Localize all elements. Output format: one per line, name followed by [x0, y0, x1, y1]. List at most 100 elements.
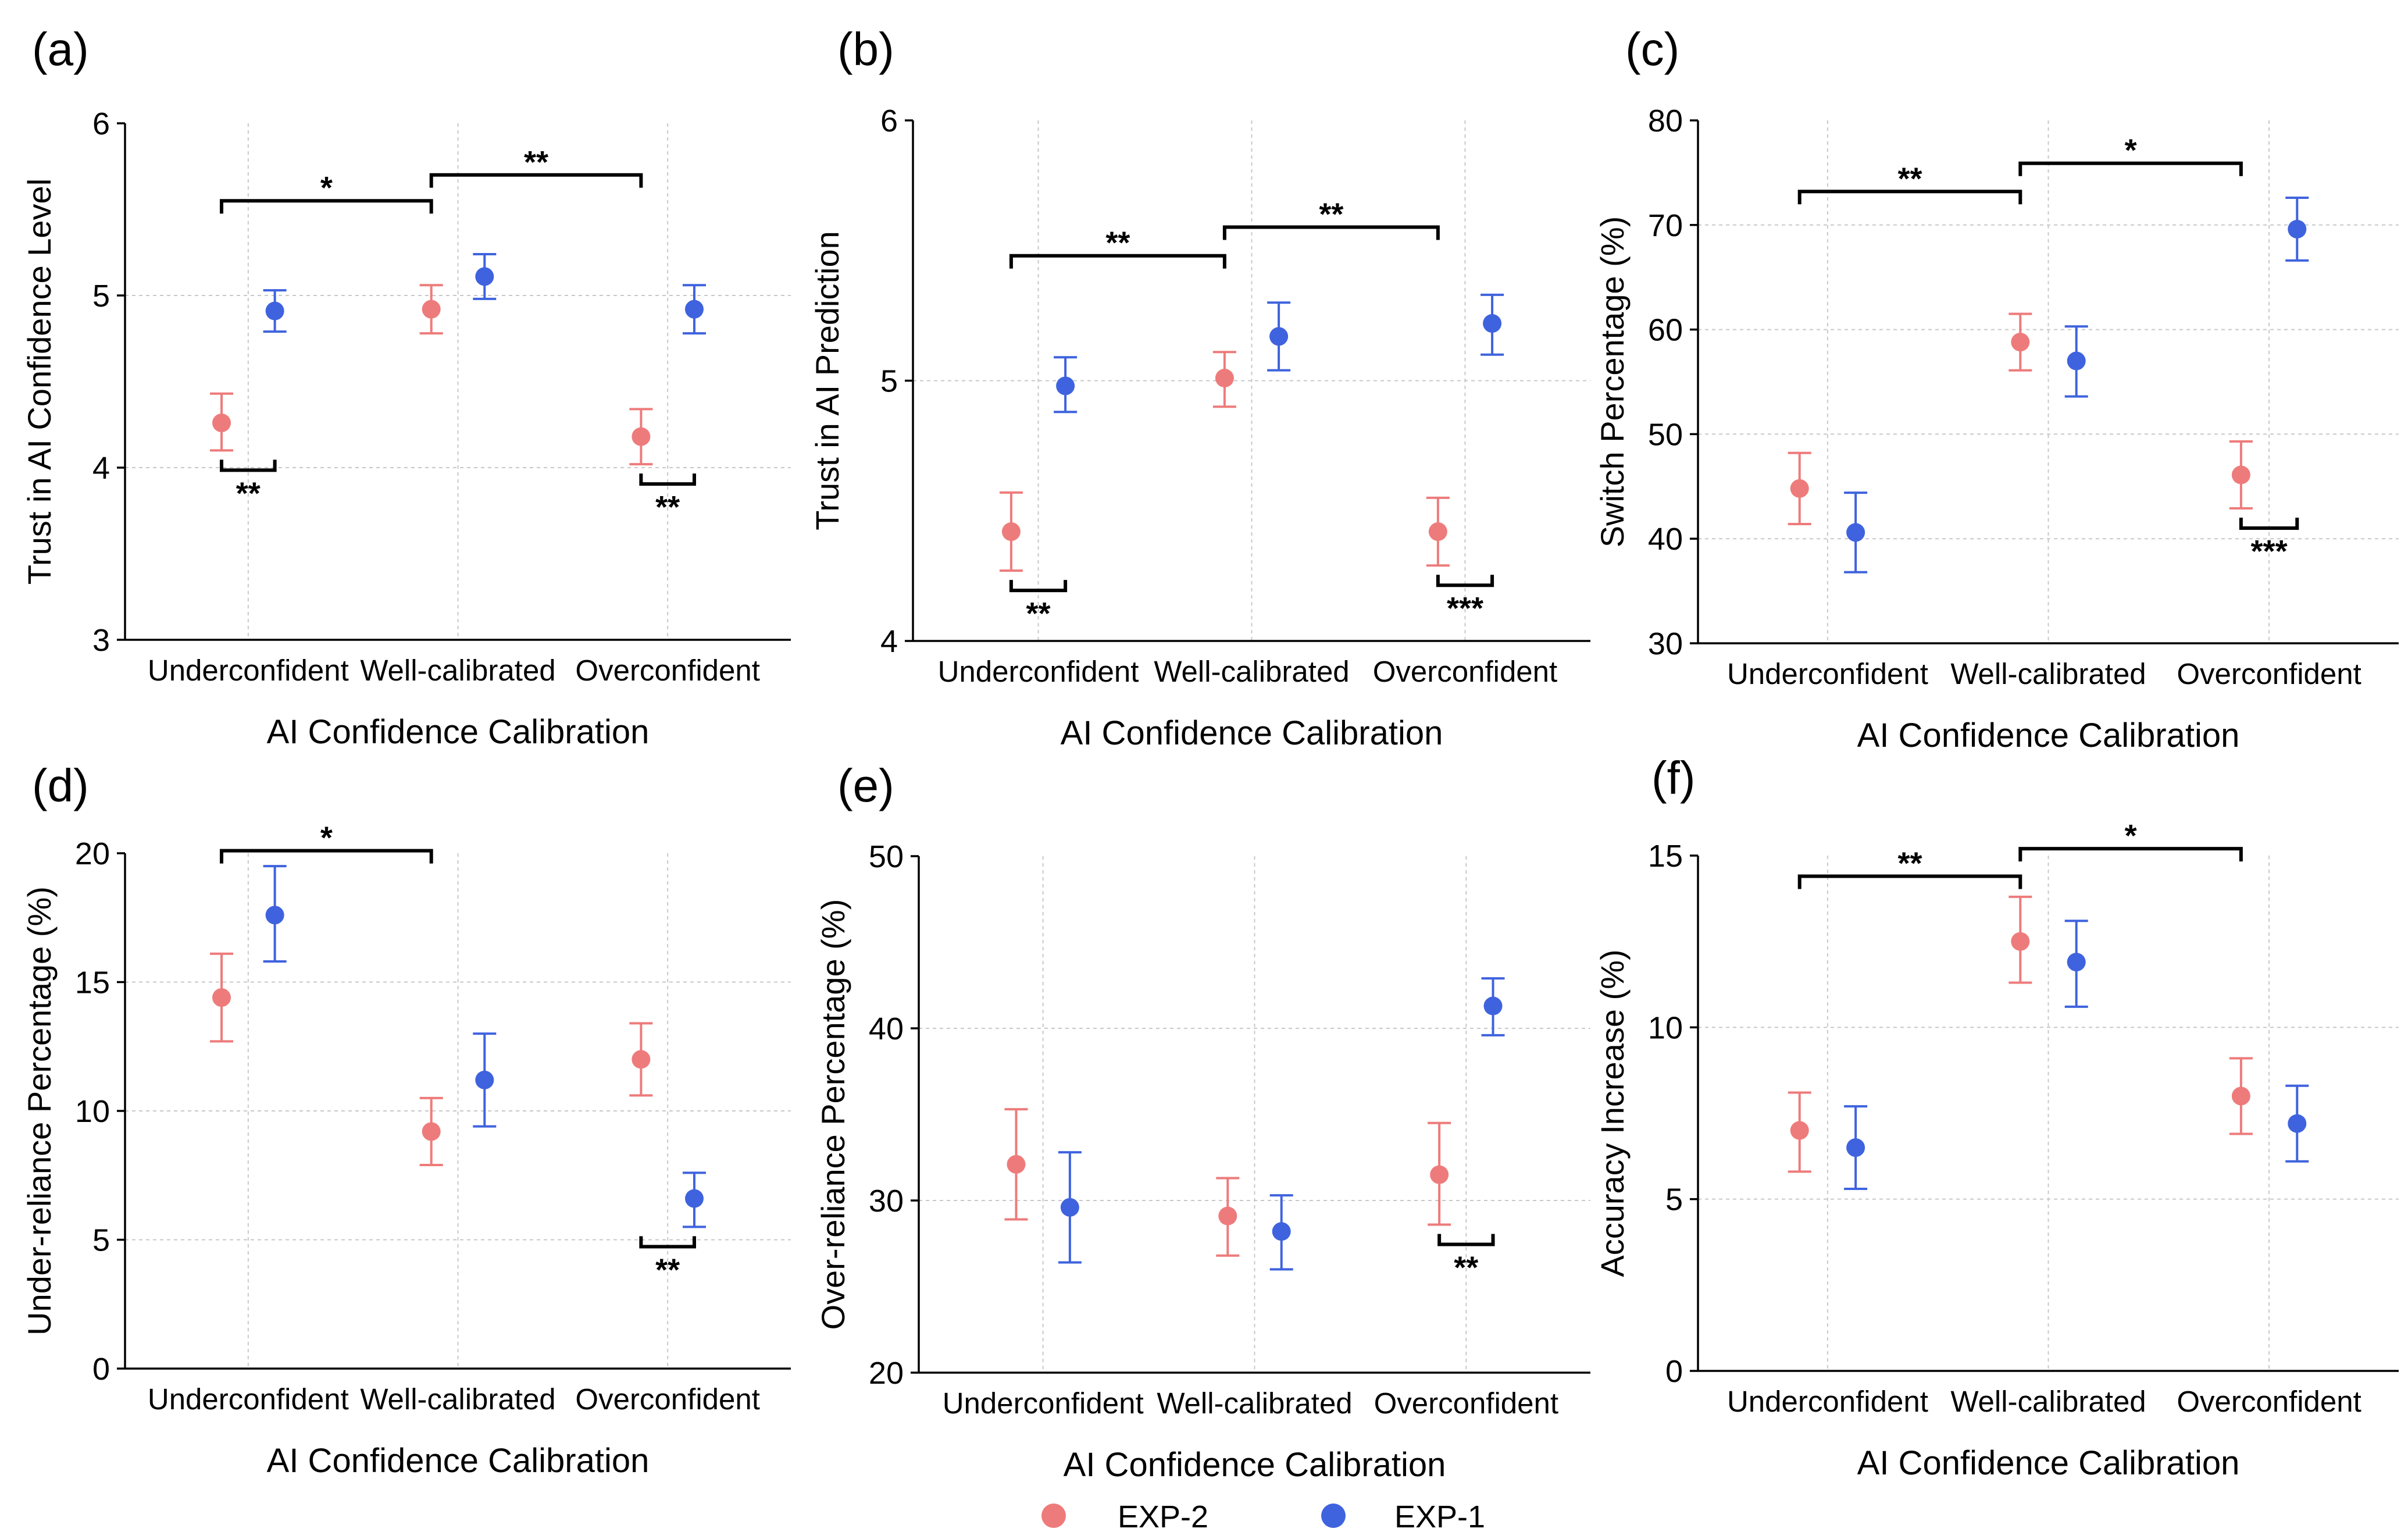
data-point-exp-2-underconfident: [210, 392, 234, 452]
panel-e: (e) 20 30 40 50 Underconfident Well-calibrated…: [815, 760, 1590, 1484]
y-tick-label: 15: [75, 966, 110, 1000]
panel-d: (d) 0 5 10 15 20 Underconfident Well-calibrated…: [21, 760, 791, 1480]
y-tick-label: 6: [880, 104, 898, 138]
y-tick-label: 80: [1648, 104, 1683, 138]
data-point-exp-1-well-calibrated: [473, 1032, 497, 1128]
significance-bracket: **: [429, 145, 643, 188]
marker: [422, 300, 441, 319]
marker: [2011, 333, 2030, 352]
significance-bracket-within: **: [639, 1236, 696, 1287]
marker: [475, 267, 494, 286]
x-axis-title: AI Confidence Calibration: [267, 713, 650, 751]
x-tick-label-underconfident: Underconfident: [148, 1383, 349, 1416]
significance-bracket-within: ***: [1436, 575, 1494, 626]
legend-marker-exp-2: [1041, 1504, 1066, 1528]
significance-bracket-within: **: [1009, 580, 1068, 631]
data-point-exp-2-well-calibrated: [419, 1096, 443, 1167]
y-tick-label: 5: [92, 279, 110, 314]
y-axis-title: Switch Percentage (%): [1594, 216, 1631, 548]
significance-bracket: **: [1797, 846, 2022, 889]
significance-bracket: *: [2018, 818, 2243, 862]
marker: [1846, 1138, 1865, 1157]
marker: [684, 300, 704, 319]
data-point-exp-1-well-calibrated: [1267, 301, 1291, 372]
bracket-line: [1009, 580, 1068, 593]
panel-c: (c) 30 40 50 60 70 80 Underconfident Well-calibr…: [1594, 23, 2399, 754]
marker: [632, 1050, 651, 1069]
significance-label: **: [1454, 1250, 1478, 1285]
marker: [212, 988, 231, 1007]
marker: [1790, 479, 1809, 498]
x-axis-title: AI Confidence Calibration: [1857, 717, 2240, 754]
bracket-line: [1797, 874, 2022, 889]
x-tick-label-underconfident: Underconfident: [943, 1387, 1144, 1420]
significance-label: **: [524, 145, 548, 180]
significance-label: **: [655, 490, 680, 525]
significance-label: *: [2125, 818, 2137, 853]
y-tick-label: 50: [1648, 417, 1683, 452]
marker: [1846, 523, 1865, 542]
y-axis-title: Under-reliance Percentage (%): [21, 886, 58, 1335]
data-point-exp-1-underconfident: [263, 289, 287, 333]
significance-label: *: [2125, 133, 2137, 168]
y-axis-title: Over-reliance Percentage (%): [815, 899, 851, 1330]
significance-bracket-within: ***: [2239, 518, 2299, 569]
significance-bracket-within: **: [220, 459, 277, 511]
data-point-exp-2-well-calibrated: [2009, 312, 2032, 372]
x-tick-label-underconfident: Underconfident: [938, 655, 1139, 688]
data-point-exp-1-underconfident: [1054, 356, 1078, 414]
bracket-line: [639, 473, 696, 486]
data-point-exp-1-underconfident: [1844, 491, 1868, 573]
data-point-exp-2-well-calibrated: [1212, 351, 1236, 408]
y-tick-label: 10: [75, 1094, 110, 1129]
marker: [2288, 219, 2307, 238]
marker: [475, 1070, 494, 1089]
marker: [632, 427, 651, 446]
marker: [1060, 1198, 1079, 1217]
x-axis-title: AI Confidence Calibration: [1061, 714, 1443, 752]
marker: [684, 1189, 704, 1208]
y-tick-label: 60: [1648, 313, 1683, 348]
x-tick-label-overconfident: Overconfident: [575, 1383, 760, 1416]
data-point-exp-2-well-calibrated: [2009, 895, 2032, 984]
significance-bracket: **: [1797, 161, 2022, 205]
x-tick-label-well-calibrated: Well-calibrated: [1950, 657, 2146, 690]
y-tick-label: 30: [1648, 626, 1683, 661]
data-point-exp-1-well-calibrated: [2064, 325, 2088, 398]
marker: [265, 301, 284, 320]
bracket-line: [1436, 575, 1494, 587]
x-tick-label-overconfident: Overconfident: [575, 654, 760, 687]
data-point-exp-2-underconfident: [1788, 1091, 1811, 1173]
data-point-exp-2-underconfident: [999, 491, 1023, 572]
x-tick-label-well-calibrated: Well-calibrated: [360, 654, 555, 687]
bracket-line: [2018, 847, 2243, 862]
x-tick-label-overconfident: Overconfident: [1374, 1387, 1559, 1420]
marker: [1269, 327, 1289, 346]
panel-f: (f) 0 5 10 15 Underconfident Well-calibrated Ov…: [1594, 752, 2399, 1482]
x-tick-label-underconfident: Underconfident: [148, 654, 349, 687]
data-point-exp-1-well-calibrated: [473, 252, 497, 300]
marker: [2231, 1086, 2250, 1106]
bracket-line: [1222, 225, 1440, 240]
data-point-exp-2-overconfident: [629, 1022, 653, 1097]
marker: [2288, 1114, 2307, 1133]
data-point-exp-2-underconfident: [1788, 451, 1811, 526]
data-point-exp-2-overconfident: [2229, 440, 2253, 510]
y-tick-label: 20: [869, 1356, 904, 1391]
significance-label: *: [320, 821, 333, 856]
y-tick-label: 4: [880, 624, 898, 659]
y-tick-label: 40: [1648, 522, 1683, 557]
panel-a: (a) 3 4 5 6 Underconfident Well-calibrated Over…: [21, 23, 791, 751]
bracket-line: [1797, 190, 2022, 205]
y-axis-title: Trust in AI Prediction: [809, 231, 846, 530]
significance-label: **: [1105, 226, 1130, 261]
significance-label: ***: [1447, 591, 1483, 626]
y-tick-label: 40: [869, 1011, 904, 1046]
bracket-line: [639, 1236, 696, 1249]
data-point-exp-2-overconfident: [2229, 1057, 2253, 1135]
data-point-exp-2-overconfident: [1428, 1121, 1451, 1226]
bracket-line: [220, 459, 277, 472]
x-tick-label-overconfident: Overconfident: [2177, 1385, 2361, 1418]
data-point-exp-2-underconfident: [210, 952, 234, 1043]
